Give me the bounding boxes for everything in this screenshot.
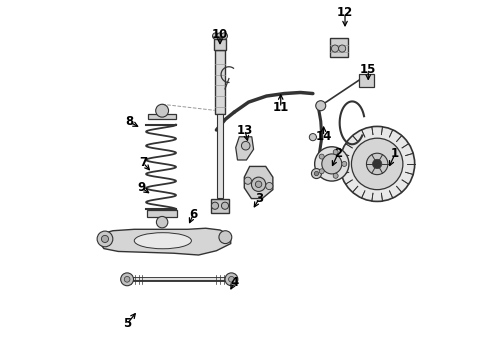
Text: 13: 13 <box>237 124 253 137</box>
Circle shape <box>156 104 169 117</box>
Bar <box>359 73 373 87</box>
Polygon shape <box>98 228 231 255</box>
Polygon shape <box>236 137 253 160</box>
Circle shape <box>351 138 403 190</box>
Circle shape <box>121 273 134 286</box>
Circle shape <box>225 273 238 286</box>
Circle shape <box>342 161 347 166</box>
Bar <box>330 38 347 58</box>
Circle shape <box>156 216 168 228</box>
Circle shape <box>221 33 227 39</box>
Circle shape <box>251 177 266 192</box>
Circle shape <box>219 231 232 244</box>
Circle shape <box>211 202 219 209</box>
Polygon shape <box>245 166 273 199</box>
Circle shape <box>124 276 130 282</box>
Circle shape <box>242 141 250 150</box>
Circle shape <box>314 171 319 176</box>
Text: 15: 15 <box>360 63 376 76</box>
Text: 3: 3 <box>255 192 263 205</box>
Circle shape <box>312 168 321 179</box>
Bar <box>147 210 177 217</box>
Text: 14: 14 <box>316 130 332 143</box>
Bar <box>214 39 226 50</box>
Text: 11: 11 <box>272 102 289 114</box>
Circle shape <box>213 33 219 39</box>
Text: 4: 4 <box>230 276 239 289</box>
Text: 2: 2 <box>334 148 342 161</box>
Circle shape <box>245 177 251 184</box>
Ellipse shape <box>134 233 192 249</box>
Circle shape <box>340 126 415 202</box>
Circle shape <box>367 153 388 175</box>
Text: 7: 7 <box>139 156 147 169</box>
Circle shape <box>339 45 346 52</box>
Circle shape <box>255 181 262 188</box>
Circle shape <box>217 33 223 39</box>
Circle shape <box>319 169 324 174</box>
Circle shape <box>221 202 228 209</box>
Bar <box>148 113 176 118</box>
Circle shape <box>228 276 234 282</box>
Bar <box>215 50 225 114</box>
Circle shape <box>266 183 273 190</box>
Text: 9: 9 <box>137 181 146 194</box>
Circle shape <box>322 154 342 174</box>
Bar <box>217 114 223 198</box>
Text: 6: 6 <box>189 208 197 221</box>
Circle shape <box>331 45 339 52</box>
Circle shape <box>316 101 326 111</box>
Circle shape <box>101 235 109 243</box>
Circle shape <box>372 159 382 168</box>
Circle shape <box>309 134 317 141</box>
Bar <box>211 199 229 213</box>
Circle shape <box>319 154 324 159</box>
Text: 10: 10 <box>212 28 228 41</box>
Circle shape <box>333 173 338 178</box>
Circle shape <box>315 147 349 181</box>
Text: 5: 5 <box>123 318 131 330</box>
Circle shape <box>333 149 338 154</box>
Text: 8: 8 <box>125 115 133 128</box>
Text: 1: 1 <box>391 148 399 161</box>
Text: 12: 12 <box>337 6 353 19</box>
Circle shape <box>97 231 113 247</box>
